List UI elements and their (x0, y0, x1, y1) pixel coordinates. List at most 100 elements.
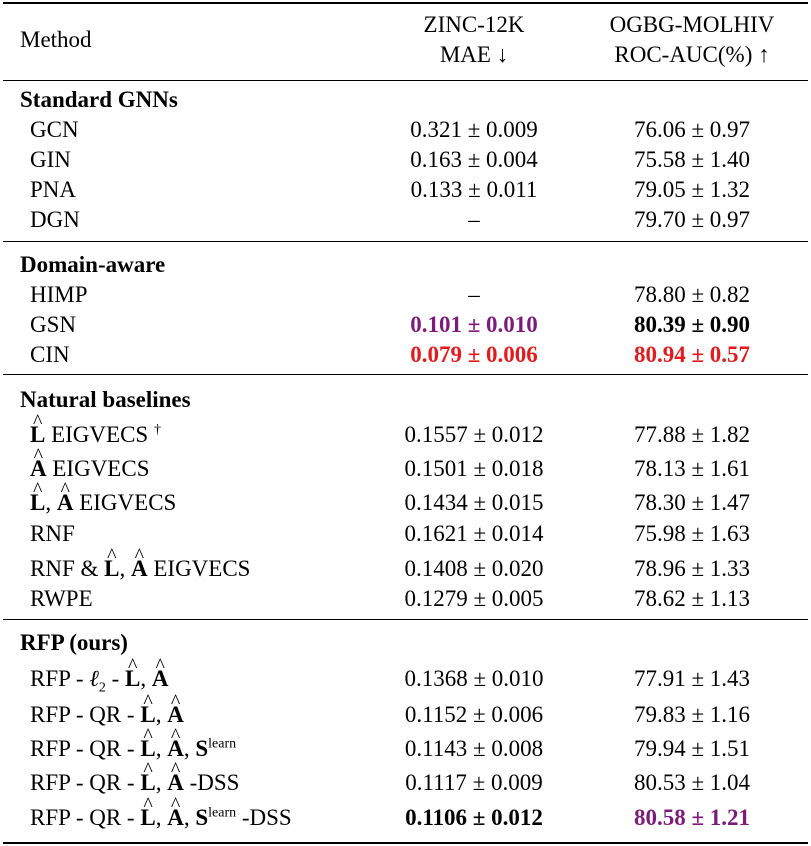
section-title: Domain-aware (20, 252, 166, 277)
hiv-value: 78.96 ± 1.33 (633, 556, 751, 581)
hiv-value: 78.13 ± 1.61 (633, 456, 751, 481)
section-title: Natural baselines (20, 387, 191, 412)
header-zinc-metric: MAE ↓ (439, 42, 509, 67)
hiv-value: 78.62 ± 1.13 (633, 586, 751, 611)
method-name-rfp-qr-dss: RFP - QR - L, A -DSS (30, 768, 239, 798)
eigvecs-label: EIGVECS (79, 490, 177, 515)
rfp-prefix: RFP - (30, 805, 84, 830)
header-zinc-title: ZINC-12K (423, 12, 525, 37)
a-hat-symbol: A (167, 768, 184, 798)
hiv-value: 79.70 ± 0.97 (633, 207, 751, 232)
subscript-two: 2 (98, 680, 106, 696)
header-hiv-metric: ROC-AUC(%) ↑ (614, 42, 770, 67)
l-hat-symbol: L (140, 768, 155, 798)
method-name: GCN (30, 117, 79, 142)
section-title: RFP (ours) (20, 630, 128, 655)
learn-superscript: learn (208, 805, 237, 821)
zinc-value: 0.1501 ± 0.018 (404, 456, 544, 481)
zinc-value-bold: 0.1106 ± 0.012 (405, 805, 543, 830)
zinc-value: 0.1279 ± 0.005 (404, 586, 544, 611)
zinc-value: 0.1621 ± 0.014 (404, 521, 544, 546)
method-name-rfp-qr: RFP - QR - L, A (30, 700, 184, 730)
comma: , (119, 556, 126, 581)
qr-label: QR - (89, 702, 135, 727)
hiv-value: 77.91 ± 1.43 (633, 666, 751, 691)
s-symbol: S (195, 736, 209, 761)
hiv-value: 79.05 ± 1.32 (633, 177, 751, 202)
eigvecs-label: EIGVECS (51, 422, 149, 447)
method-name: DGN (30, 207, 80, 232)
method-name-rnf-la-eigvecs: RNF & L, A EIGVECS (30, 554, 250, 584)
l-hat-symbol: L (104, 554, 119, 584)
a-hat-symbol: A (57, 488, 74, 518)
zinc-value: – (468, 282, 480, 307)
eigvecs-label: EIGVECS (153, 556, 251, 581)
zinc-value: – (468, 207, 480, 232)
zinc-value: 0.321 ± 0.009 (410, 117, 538, 142)
method-name: RNF (30, 521, 75, 546)
section-rule (3, 374, 808, 375)
qr-label: QR - (89, 770, 135, 795)
hiv-value: 75.98 ± 1.63 (633, 521, 751, 546)
zinc-value: 0.163 ± 0.004 (410, 147, 538, 172)
zinc-value-second-best: 0.101 ± 0.010 (410, 312, 538, 337)
section-title: Standard GNNs (20, 87, 178, 112)
zinc-value: 0.1117 ± 0.009 (405, 770, 543, 795)
comma: , (155, 770, 162, 795)
qr-label: QR - (89, 805, 135, 830)
s-symbol: S (195, 805, 209, 830)
method-name: HIMP (30, 282, 88, 307)
method-name: RWPE (30, 586, 93, 611)
header-rule (3, 80, 808, 81)
comma: , (140, 666, 147, 691)
zinc-value-best: 0.079 ± 0.006 (410, 342, 538, 367)
comma: , (183, 805, 190, 830)
zinc-value: 0.1557 ± 0.012 (404, 422, 544, 447)
dash: - (111, 666, 120, 691)
zinc-value: 0.133 ± 0.011 (410, 177, 538, 202)
hiv-value: 79.94 ± 1.51 (633, 736, 751, 761)
method-name: PNA (30, 177, 77, 202)
a-hat-symbol: A (167, 803, 184, 833)
l-hat-symbol: L (140, 803, 155, 833)
hiv-value: 78.30 ± 1.47 (633, 490, 751, 515)
hiv-value: 77.88 ± 1.82 (633, 422, 751, 447)
zinc-value: 0.1408 ± 0.020 (404, 556, 544, 581)
method-name: GIN (30, 147, 71, 172)
dss-label: -DSS (241, 805, 292, 830)
method-name-l-eigvecs: L EIGVECS † (30, 420, 161, 450)
zinc-value: 0.1434 ± 0.015 (404, 490, 544, 515)
learn-superscript: learn (208, 736, 237, 752)
qr-label: QR - (89, 736, 135, 761)
hiv-value-bold: 80.39 ± 0.90 (633, 312, 751, 337)
dss-label: -DSS (189, 770, 240, 795)
rfp-prefix: RFP - (30, 736, 84, 761)
ell-symbol: ℓ (89, 666, 99, 691)
a-hat-symbol: A (131, 554, 148, 584)
method-name-rfp-qr-slearn: RFP - QR - L, A, Slearn (30, 734, 236, 764)
a-hat-symbol: A (152, 664, 169, 694)
hiv-value: 78.80 ± 0.82 (633, 282, 751, 307)
comma: , (155, 736, 162, 761)
zinc-value: 0.1143 ± 0.008 (404, 736, 544, 761)
hiv-value: 80.53 ± 1.04 (633, 770, 751, 795)
rnf-amp-label: RNF & (30, 556, 99, 581)
comma: , (155, 702, 162, 727)
rfp-prefix: RFP - (30, 702, 84, 727)
method-name: GSN (30, 312, 77, 337)
zinc-value: 0.1368 ± 0.010 (404, 666, 544, 691)
method-name-la-eigvecs: L, A EIGVECS (30, 488, 176, 518)
header-method: Method (20, 27, 92, 52)
bottom-rule (3, 842, 808, 844)
section-rule (3, 619, 808, 620)
method-name: CIN (30, 342, 70, 367)
top-rule (3, 2, 808, 4)
hiv-value-second-best: 80.58 ± 1.21 (633, 805, 751, 830)
hiv-value: 79.83 ± 1.16 (633, 702, 751, 727)
section-rule (3, 241, 808, 242)
l-hat-symbol: L (125, 664, 140, 694)
zinc-value: 0.1152 ± 0.006 (404, 702, 544, 727)
rfp-prefix: RFP - (30, 666, 84, 691)
method-name-rfp-qr-slearn-dss: RFP - QR - L, A, Slearn -DSS (30, 803, 292, 833)
